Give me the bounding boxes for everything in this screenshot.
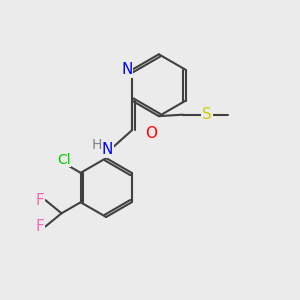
Text: N: N [121, 62, 132, 77]
Text: F: F [35, 219, 44, 234]
Text: O: O [145, 126, 157, 141]
Text: S: S [202, 107, 212, 122]
Text: Cl: Cl [57, 153, 71, 166]
Text: F: F [35, 193, 44, 208]
Text: N: N [102, 142, 113, 157]
Text: H: H [92, 138, 102, 152]
